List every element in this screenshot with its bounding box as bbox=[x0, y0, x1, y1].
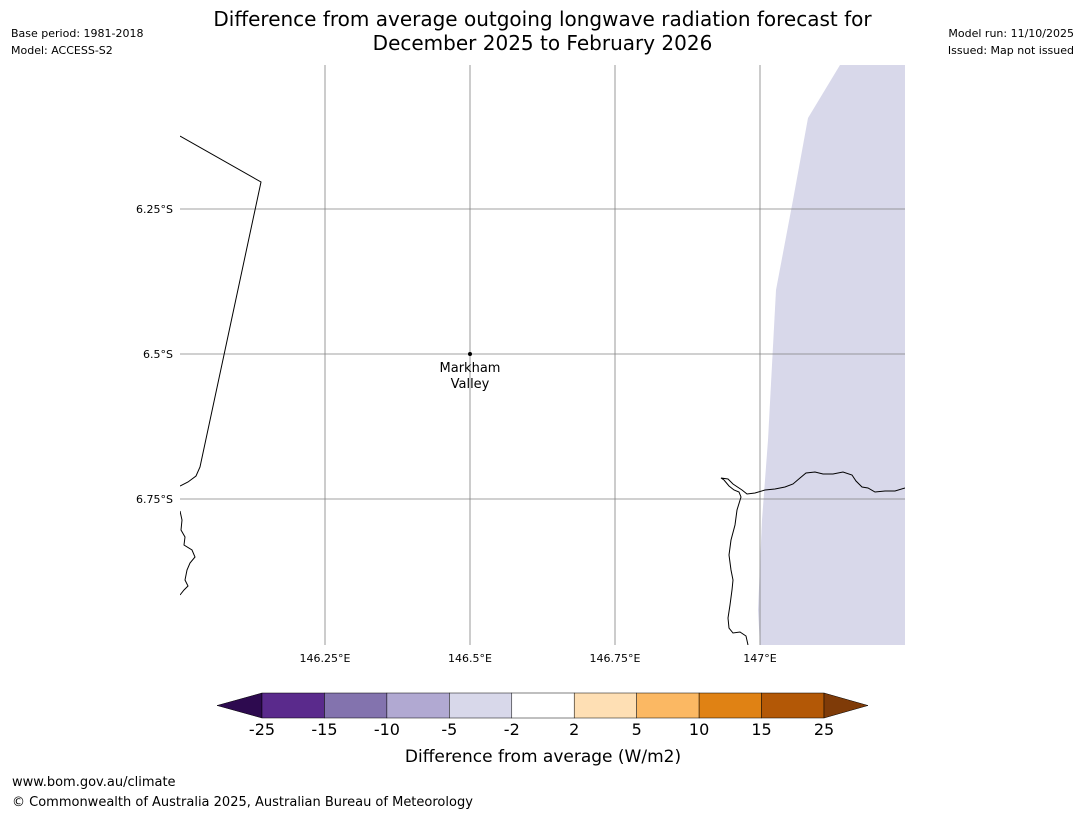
colorbar-box-5 bbox=[573, 692, 637, 719]
lon-label-147: 147°E bbox=[743, 652, 776, 665]
colorbar-tick-label: 10 bbox=[689, 720, 709, 739]
gridlines bbox=[180, 65, 905, 645]
lat-tick-labels: 6.25°S 6.5°S 6.75°S bbox=[136, 203, 173, 506]
map-title: Difference from average outgoing longwav… bbox=[150, 7, 935, 55]
lat-label-6-75: 6.75°S bbox=[136, 493, 173, 506]
lon-label-146-75: 146.75°E bbox=[590, 652, 641, 665]
colorbar-tick-label: 15 bbox=[751, 720, 771, 739]
colorbar-tick-labels: -25 -15 -10 -5 -2 2 5 10 15 25 bbox=[249, 720, 834, 739]
model-label: Model: ACCESS-S2 bbox=[11, 44, 113, 57]
colorbar-box-7 bbox=[698, 692, 762, 719]
title-line-2: December 2025 to February 2026 bbox=[372, 31, 713, 55]
colorbar-box-4 bbox=[511, 692, 575, 719]
base-period-label: Base period: 1981-2018 bbox=[11, 27, 144, 40]
colorbar-box-0 bbox=[261, 692, 325, 719]
coastline-southeast bbox=[720, 471, 905, 645]
meta-right: Model run: 11/10/2025 Issued: Map not is… bbox=[948, 25, 1074, 59]
colorbar-tick-label: 25 bbox=[814, 720, 834, 739]
lon-label-146-5: 146.5°E bbox=[448, 652, 492, 665]
meta-left: Base period: 1981-2018 Model: ACCESS-S2 bbox=[11, 25, 143, 59]
colorbar-tick-label: 2 bbox=[569, 720, 579, 739]
colorbar-under-arrow bbox=[216, 692, 263, 719]
footer-copyright: © Commonwealth of Australia 2025, Austra… bbox=[12, 795, 473, 810]
colorbar-boxes bbox=[261, 692, 825, 719]
issued-label: Issued: Map not issued bbox=[947, 44, 1074, 57]
footer-url: www.bom.gov.au/climate bbox=[12, 775, 176, 790]
title-line-1: Difference from average outgoing longwav… bbox=[213, 7, 872, 31]
boundary-line-west bbox=[180, 135, 262, 487]
lat-label-6-5: 6.5°S bbox=[143, 348, 173, 361]
lon-tick-labels: 146.25°E 146.5°E 146.75°E 147°E bbox=[300, 652, 777, 665]
shaded-region bbox=[758, 65, 905, 645]
colorbar-title: Difference from average (W/m2) bbox=[405, 747, 681, 767]
colorbar-over-arrow bbox=[823, 692, 869, 719]
place-label-line-1: Markham bbox=[440, 361, 501, 376]
coastlines bbox=[180, 135, 905, 645]
coastline-southwest bbox=[180, 510, 196, 596]
lon-label-146-25: 146.25°E bbox=[300, 652, 351, 665]
colorbar-tick-label: -10 bbox=[374, 720, 400, 739]
colorbar-box-8 bbox=[761, 692, 825, 719]
colorbar-tick-label: -25 bbox=[249, 720, 275, 739]
model-run-label: Model run: 11/10/2025 bbox=[948, 27, 1074, 40]
colorbar-tick-label: 5 bbox=[632, 720, 642, 739]
colorbar-tick-label: -5 bbox=[441, 720, 457, 739]
colorbar-box-6 bbox=[636, 692, 700, 719]
place-label-line-2: Valley bbox=[451, 377, 490, 392]
place-markham-valley: Markham Valley bbox=[440, 352, 501, 392]
colorbar-box-1 bbox=[324, 692, 388, 719]
lat-label-6-25: 6.25°S bbox=[136, 203, 173, 216]
place-marker bbox=[468, 352, 472, 356]
colorbar-tick-label: -15 bbox=[311, 720, 337, 739]
colorbar-box-2 bbox=[386, 692, 450, 719]
colorbar-box-3 bbox=[449, 692, 513, 719]
colorbar: -25 -15 -10 -5 -2 2 5 10 15 25 Difference from av… bbox=[216, 692, 869, 767]
colorbar-tick-label: -2 bbox=[504, 720, 520, 739]
map-panel: Markham Valley 6.25°S 6.5°S 6.75°S 146.2… bbox=[136, 65, 905, 665]
